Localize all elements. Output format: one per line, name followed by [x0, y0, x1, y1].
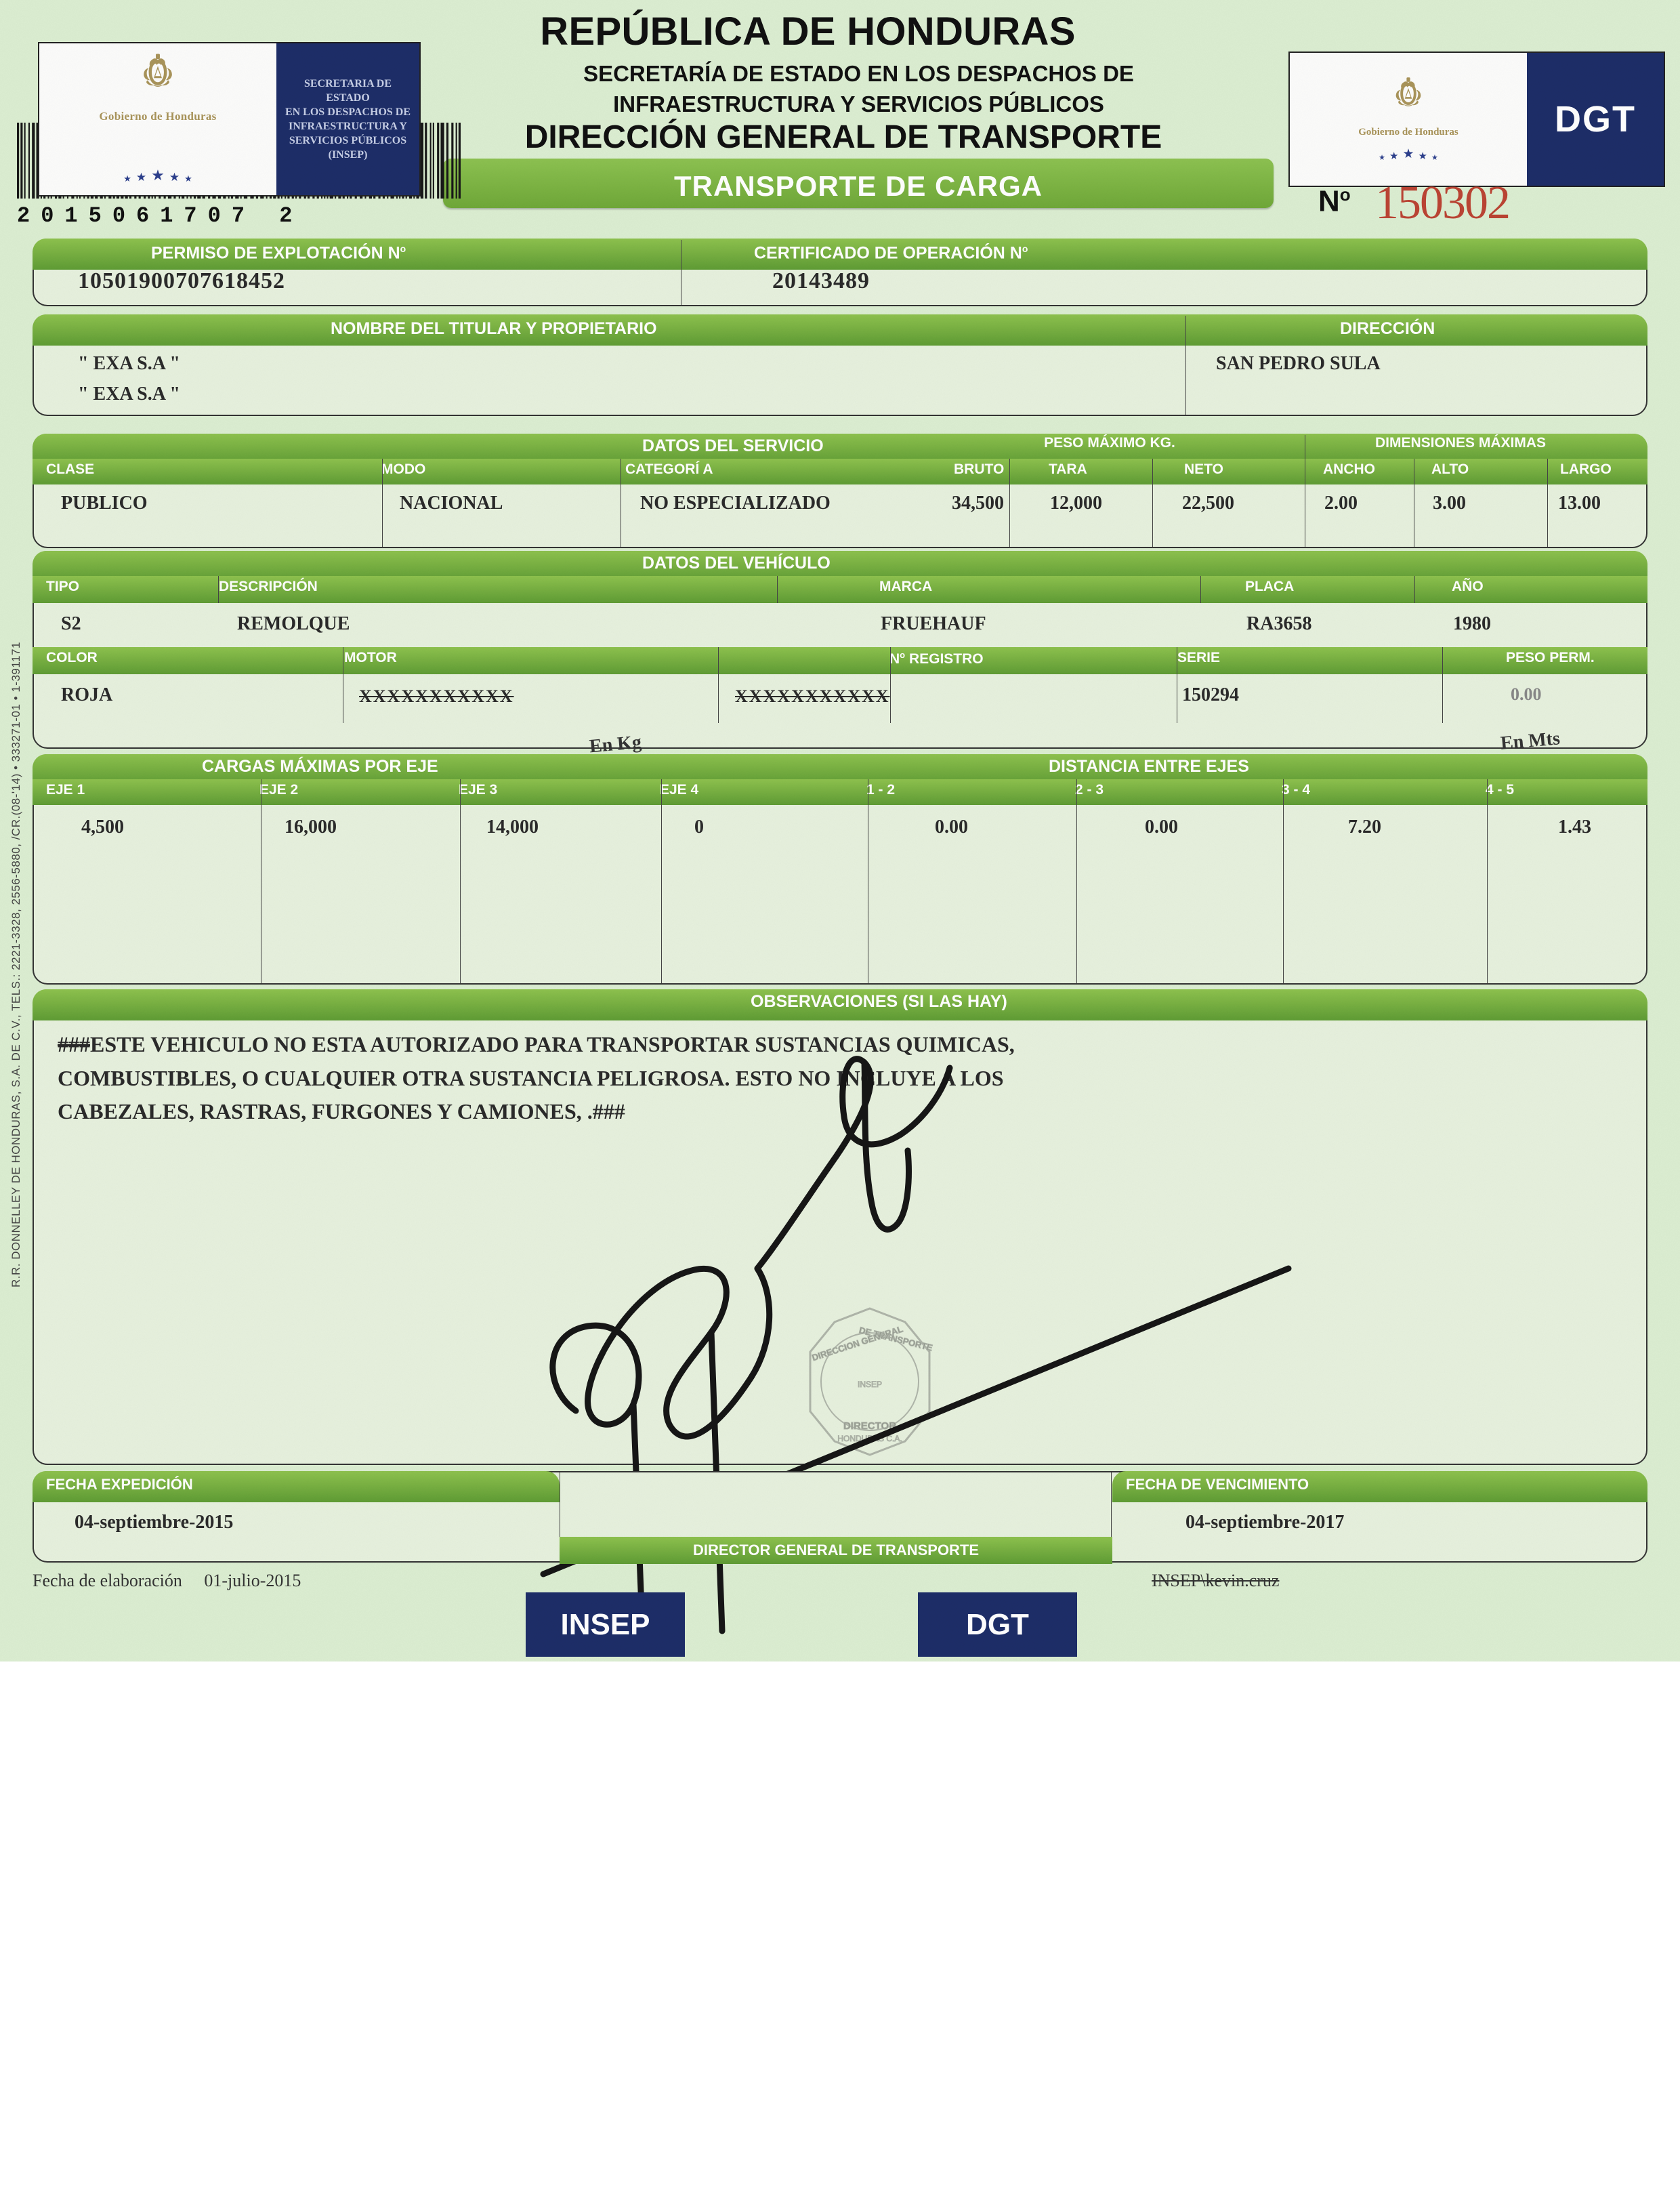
svg-text:INSEP: INSEP — [858, 1380, 882, 1389]
svg-text:DIRECCION GENERAL: DIRECCION GENERAL — [811, 1324, 904, 1363]
